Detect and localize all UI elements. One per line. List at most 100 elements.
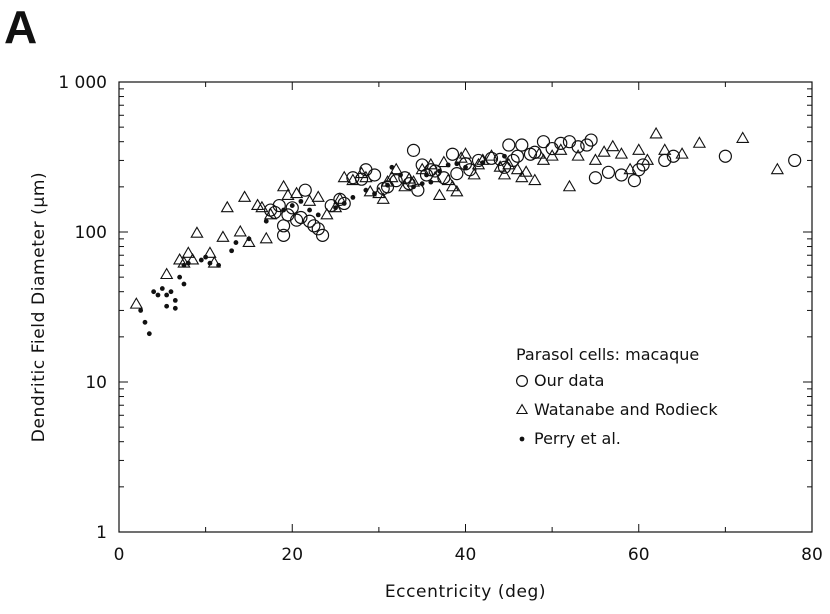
data-point — [528, 145, 542, 159]
data-point — [298, 183, 312, 197]
data-point — [350, 195, 356, 200]
data-point — [367, 168, 382, 182]
data-point — [276, 179, 291, 192]
y-tick-label: 100 — [75, 223, 107, 243]
data-point — [263, 207, 278, 220]
data-point — [255, 200, 269, 213]
legend: Parasol cells: macaque Our data Watanabe a… — [515, 345, 718, 448]
data-point — [216, 262, 222, 268]
data-point — [502, 157, 516, 170]
data-point — [159, 267, 174, 280]
x-tick-label: 80 — [801, 545, 823, 565]
data-point — [146, 331, 152, 337]
data-point — [190, 226, 204, 238]
data-point — [445, 147, 460, 161]
data-point — [502, 138, 516, 152]
plot-frame — [118, 81, 813, 533]
data-point — [333, 192, 347, 206]
data-point — [463, 163, 477, 177]
data-point — [315, 212, 321, 218]
data-point — [419, 181, 425, 187]
data-point — [151, 289, 157, 295]
data-point — [437, 171, 451, 185]
data-point — [359, 163, 373, 177]
data-point — [528, 173, 542, 186]
data-point — [216, 230, 230, 242]
data-point — [172, 305, 178, 311]
data-point — [376, 181, 390, 196]
data-point — [736, 131, 750, 143]
data-point — [424, 172, 429, 178]
data-point — [545, 141, 559, 156]
x-tick-label: 60 — [628, 545, 650, 565]
data-point — [562, 135, 577, 149]
data-point — [480, 160, 486, 166]
data-point — [441, 173, 455, 186]
data-point — [450, 167, 464, 181]
x-tick-label: 40 — [455, 545, 477, 565]
data-point — [545, 149, 559, 161]
data-point — [311, 222, 325, 236]
data-point — [302, 214, 317, 228]
data-point — [536, 135, 551, 149]
data-point — [658, 153, 672, 168]
y-tick-label: 1 — [96, 523, 107, 543]
data-point — [307, 207, 312, 213]
data-point — [406, 143, 421, 157]
data-point — [372, 191, 377, 197]
data-point — [493, 152, 507, 166]
data-point — [311, 190, 325, 202]
data-point — [185, 260, 191, 266]
data-point — [614, 147, 629, 159]
data-point — [515, 170, 529, 183]
data-point — [155, 292, 161, 298]
data-point — [307, 219, 321, 233]
data-point — [276, 219, 291, 233]
data-point — [181, 281, 187, 287]
data-point — [437, 168, 442, 174]
data-point — [428, 179, 434, 185]
data-point — [502, 153, 507, 159]
data-point — [229, 248, 235, 254]
data-point — [333, 205, 338, 211]
data-point — [315, 228, 330, 242]
legend-marker — [515, 403, 529, 415]
data-point — [571, 149, 585, 161]
data-point — [233, 224, 247, 237]
plot-border — [118, 81, 813, 533]
data-point — [454, 161, 460, 167]
data-point — [302, 194, 317, 206]
data-point — [354, 166, 369, 179]
data-point — [289, 213, 304, 227]
data-point — [159, 286, 165, 291]
data-point — [497, 167, 512, 180]
data-point — [389, 164, 395, 170]
data-point — [506, 153, 520, 168]
data-point — [207, 260, 213, 266]
data-point — [276, 228, 291, 242]
data-point — [515, 138, 529, 152]
data-point — [692, 136, 707, 148]
data-point — [385, 170, 399, 183]
data-point — [376, 192, 390, 204]
data-point — [445, 162, 451, 168]
data-point — [346, 171, 360, 185]
data-point — [168, 289, 174, 295]
data-point — [177, 274, 183, 280]
data-point — [298, 198, 304, 204]
data-point — [554, 136, 568, 150]
panel-label: A — [4, 1, 38, 53]
y-axis-title: Dendritic Field Diameter (µm) — [29, 172, 49, 442]
data-point — [627, 174, 642, 188]
legend-marker — [515, 375, 528, 388]
data-point — [220, 200, 234, 213]
data-point — [666, 149, 681, 163]
data-point — [510, 162, 525, 175]
data-point — [467, 167, 481, 180]
data-point — [402, 177, 416, 191]
data-point — [445, 179, 460, 192]
x-axis-title: Eccentricity (deg) — [385, 582, 546, 602]
y-tick-label: 10 — [85, 373, 107, 393]
data-point — [263, 218, 269, 224]
